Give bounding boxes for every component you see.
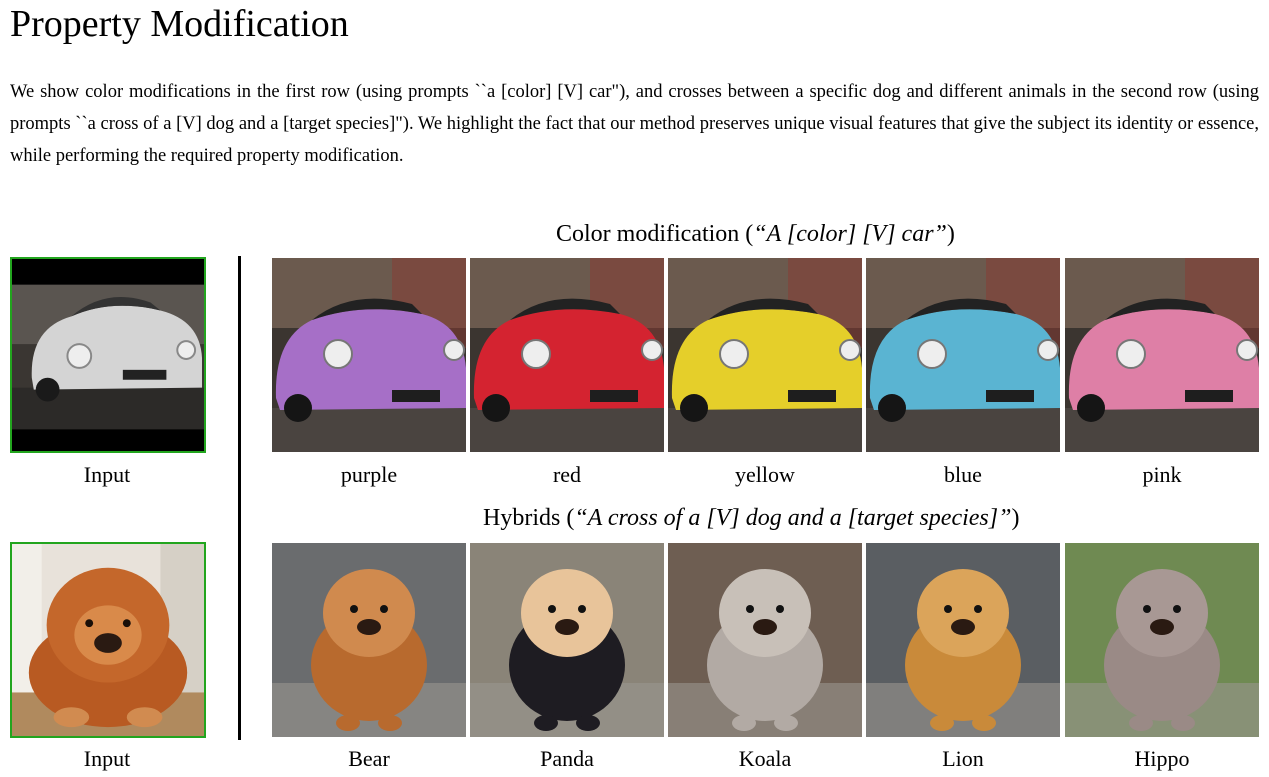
input-dog-label: Input (83, 746, 131, 771)
color-row-title: Color modification (“A [color] [V] car”) (556, 219, 955, 249)
hybrid-image-panda (470, 543, 664, 737)
input-car-image (10, 257, 206, 453)
hybrid-row-title-plain: Hybrids ( (483, 505, 575, 531)
car-label-red: red (552, 462, 582, 487)
car-label-pink: pink (1142, 462, 1182, 487)
color-row-title-plain: Color modification ( (556, 221, 754, 247)
hybrid-image-koala (668, 543, 862, 737)
hybrid-label-hippo: Hippo (1134, 746, 1190, 771)
car-image-pink (1065, 258, 1259, 452)
input-dog-image (10, 542, 206, 738)
color-row-title-prompt: “A [color] [V] car” (753, 221, 947, 247)
page-title: Property Modification (10, 3, 349, 45)
hybrid-row-title-prompt: “A cross of a [V] dog and a [target spec… (574, 505, 1012, 531)
hybrid-image-bear (272, 543, 466, 737)
hybrid-label-koala: Koala (738, 746, 792, 771)
hybrid-label-panda: Panda (540, 746, 594, 771)
vertical-divider (238, 256, 241, 740)
intro-paragraph: We show color modifications in the first… (10, 82, 1259, 166)
input-car-label: Input (83, 462, 131, 487)
car-image-blue (866, 258, 1060, 452)
color-row-title-close: ) (946, 221, 955, 247)
hybrid-row-title: Hybrids (“A cross of a [V] dog and a [ta… (483, 503, 1019, 533)
car-label-yellow: yellow (735, 462, 795, 487)
car-image-red (470, 258, 664, 452)
hybrid-image-hippo (1065, 543, 1259, 737)
car-label-purple: purple (340, 462, 398, 487)
hybrid-image-lion (866, 543, 1060, 737)
car-label-blue: blue (944, 462, 982, 487)
car-image-yellow (668, 258, 862, 452)
hybrid-row-title-close: ) (1011, 505, 1020, 531)
hybrid-label-lion: Lion (942, 746, 984, 771)
hybrid-label-bear: Bear (348, 746, 390, 771)
property-modification-figure: Color modification (“A [color] [V] car”)… (0, 210, 1269, 777)
car-image-purple (272, 258, 466, 452)
